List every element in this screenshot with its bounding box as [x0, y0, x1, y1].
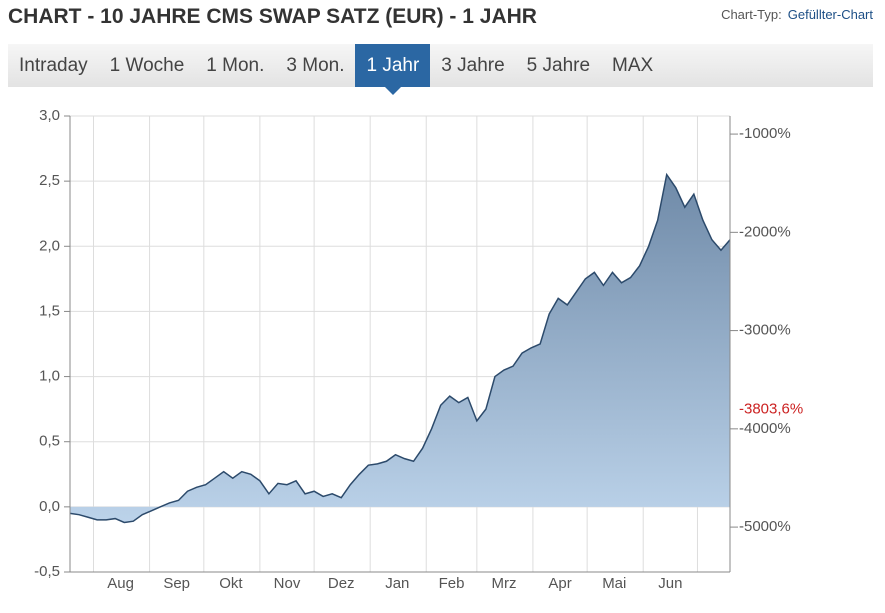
x-tick-label: Feb — [439, 575, 465, 592]
y-tick-label: 1,0 — [39, 368, 60, 385]
y2-tick-label: -4000% — [739, 420, 791, 437]
y2-tick-label: -5000% — [739, 518, 791, 535]
tab[interactable]: 1 Jahr — [355, 44, 431, 95]
y-tick-label: 2,5 — [39, 172, 60, 189]
tab-bar: Intraday 1 Woche 1 Mon. 3 Mon. 1 Jahr 3 Jahre… — [8, 44, 873, 95]
y2-tick-label: -1000% — [739, 125, 791, 142]
x-tick-label: Mrz — [491, 575, 516, 592]
tab[interactable]: 3 Mon. — [286, 55, 345, 76]
x-tick-label: Jan — [385, 575, 409, 592]
y-tick-label: 0,0 — [39, 498, 60, 515]
x-tick-label: Mai — [602, 575, 626, 592]
annotation: -3803,6% — [739, 401, 803, 418]
y-tick-label: 2,0 — [39, 237, 60, 254]
chart-type-label: Chart-Typ: — [721, 7, 782, 22]
y-tick-label: -0,5 — [34, 563, 60, 580]
x-tick-label: Sep — [163, 575, 190, 592]
y-tick-label: 3,0 — [39, 107, 60, 124]
y2-tick-label: -2000% — [739, 223, 791, 240]
tab[interactable]: 5 Jahre — [526, 55, 591, 76]
area-line — [69, 172, 731, 524]
title: CHART - 10 JAHRE CMS SWAP SATZ (EUR) - 1… — [8, 5, 537, 28]
chart-type-link[interactable]: Gefüllter-Chart — [787, 7, 873, 22]
x-tick-label: Nov — [274, 575, 301, 592]
y-tick-label: 1,5 — [39, 302, 60, 319]
y-tick-label: 0,5 — [39, 433, 60, 450]
x-tick-label: Jun — [658, 575, 682, 592]
chart-type: Chart-Typ: Gefüllter-Chart — [721, 7, 873, 22]
x-tick-label: Dez — [328, 575, 355, 592]
tab[interactable]: 3 Jahre — [441, 55, 505, 76]
area-fill — [70, 174, 730, 523]
tab[interactable]: Intraday — [19, 55, 88, 76]
tab[interactable]: 1 Woche — [109, 55, 185, 76]
x-tick-label: Apr — [548, 575, 571, 592]
tab[interactable]: 1 Mon. — [206, 55, 265, 76]
x-tick-label: Aug — [107, 575, 134, 592]
y2-tick-label: -3000% — [739, 322, 791, 339]
x-tick-label: Okt — [219, 575, 243, 592]
tab[interactable]: MAX — [612, 55, 654, 76]
